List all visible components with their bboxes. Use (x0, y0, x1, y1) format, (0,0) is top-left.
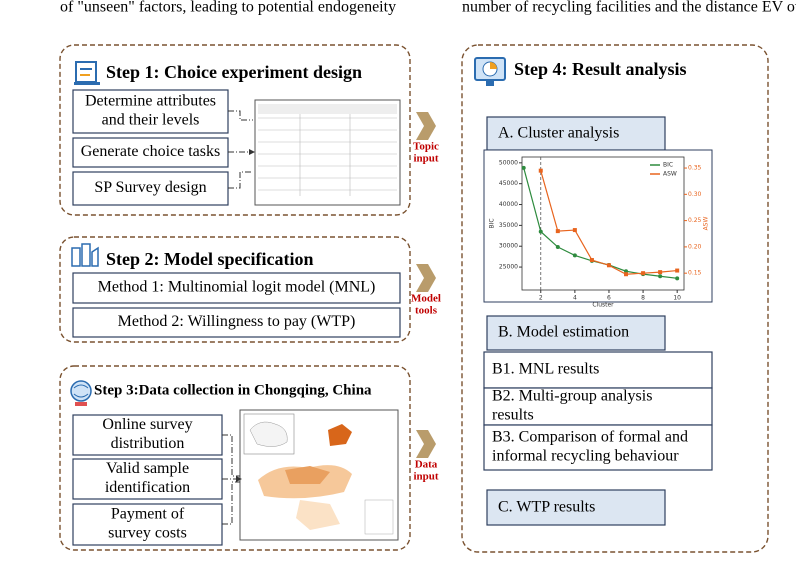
x-tick-label: 6 (607, 295, 611, 302)
item-text: and their levels (102, 112, 200, 129)
x-tick-label: 4 (573, 295, 577, 302)
x-tick-label: 8 (641, 295, 645, 302)
item-box (483, 387, 713, 426)
step-title: Step 4: Result analysis (514, 59, 687, 79)
point (641, 271, 646, 276)
chevron (416, 112, 436, 140)
section-title: A. Cluster analysis (498, 125, 619, 142)
section-header (486, 489, 666, 526)
step-title: Step 2: Model specification (106, 249, 313, 269)
y-tick-label: 50000 (499, 159, 518, 166)
point (658, 274, 663, 279)
item-text: Method 1: Multinomial logit model (MNL) (98, 279, 376, 296)
step-frame (59, 236, 411, 343)
body-text: number of recycling facilities and the d… (462, 0, 796, 16)
y2-tick-label: 0.25 (688, 217, 702, 224)
legend-label: ASW (663, 171, 677, 178)
item-box (72, 137, 229, 168)
arrow-label: Data (415, 459, 438, 471)
item-text: B2. Multi-group analysis (492, 388, 652, 405)
chevron (416, 264, 436, 292)
item-box (72, 458, 223, 500)
item-text: distribution (111, 435, 185, 452)
x-tick-label: 2 (539, 295, 543, 302)
point (538, 229, 543, 234)
y-tick-label: 25000 (499, 264, 518, 271)
item-text: Valid sample (106, 460, 189, 477)
point (675, 276, 680, 281)
point (555, 229, 560, 234)
point (538, 168, 543, 173)
y2-tick-label: 0.20 (688, 243, 702, 250)
y-tick-label: 30000 (499, 243, 518, 250)
monitor-icon (474, 57, 506, 86)
x-tick-label: 10 (673, 295, 681, 302)
arrow-label: Topic (413, 141, 439, 153)
point (675, 268, 680, 273)
item-text: Determine attributes (85, 93, 216, 110)
item-text: Payment of (111, 506, 185, 523)
step-frame (59, 44, 411, 216)
map (239, 409, 399, 541)
section-title: B. Model estimation (498, 324, 629, 341)
point (572, 228, 577, 233)
item-text: Online survey (102, 416, 192, 433)
y-tick-label: 40000 (499, 201, 518, 208)
item-text: B1. MNL results (492, 361, 599, 378)
x-axis-label: Cluster (592, 302, 614, 309)
globe-icon (70, 380, 92, 406)
item-text: informal recycling behaviour (492, 448, 679, 465)
item-box (483, 424, 713, 471)
doc-icon (74, 61, 100, 85)
point (589, 258, 594, 263)
arrow-label: Model (411, 293, 441, 305)
y-tick-label: 35000 (499, 222, 518, 229)
item-box (72, 272, 401, 304)
y2-tick-label: 0.30 (688, 191, 702, 198)
item-box (483, 351, 713, 389)
body-text: of "unseen" factors, leading to potentia… (60, 0, 396, 16)
step-frame (59, 365, 411, 551)
y-axis-label: BIC (489, 218, 496, 228)
arrow-label: tools (415, 305, 438, 317)
plot-frame (521, 156, 685, 291)
legend-label: BIC (663, 162, 673, 169)
arrow-label: input (413, 153, 438, 165)
y2-axis-label: ASW (703, 217, 710, 231)
choice-card (254, 99, 401, 206)
model-icon (71, 243, 99, 267)
step-title: Step 1: Choice experiment design (106, 62, 362, 82)
step-frame (461, 44, 769, 553)
chevron (416, 430, 436, 458)
item-text: B3. Comparison of formal and (492, 429, 688, 446)
point (658, 270, 663, 275)
item-text: survey costs (108, 525, 187, 542)
point (555, 245, 560, 250)
item-text: SP Survey design (94, 179, 206, 196)
point (624, 272, 629, 277)
step-title: Step 3:Data collection in Chongqing, Chi… (94, 382, 372, 398)
cluster-chart: 2 4 6 8 10 25000 30000 35000 40000 45000 50000 0.15… (489, 156, 710, 309)
y2-tick-label: 0.15 (688, 270, 702, 277)
y-tick-label: 45000 (499, 180, 518, 187)
item-text: Generate choice tasks (81, 143, 220, 160)
item-box (72, 307, 401, 338)
item-box (72, 171, 229, 206)
item-box (72, 89, 229, 134)
point (606, 263, 611, 268)
item-text: Method 2: Willingness to pay (WTP) (118, 313, 356, 330)
section-header (486, 116, 666, 151)
point (572, 253, 577, 258)
arrow-label: input (413, 471, 438, 483)
item-text: results (492, 407, 534, 424)
point (521, 165, 526, 170)
section-title: C. WTP results (498, 499, 595, 516)
section-header (486, 315, 666, 351)
y2-tick-label: 0.35 (688, 165, 702, 172)
item-text: identification (105, 479, 190, 496)
